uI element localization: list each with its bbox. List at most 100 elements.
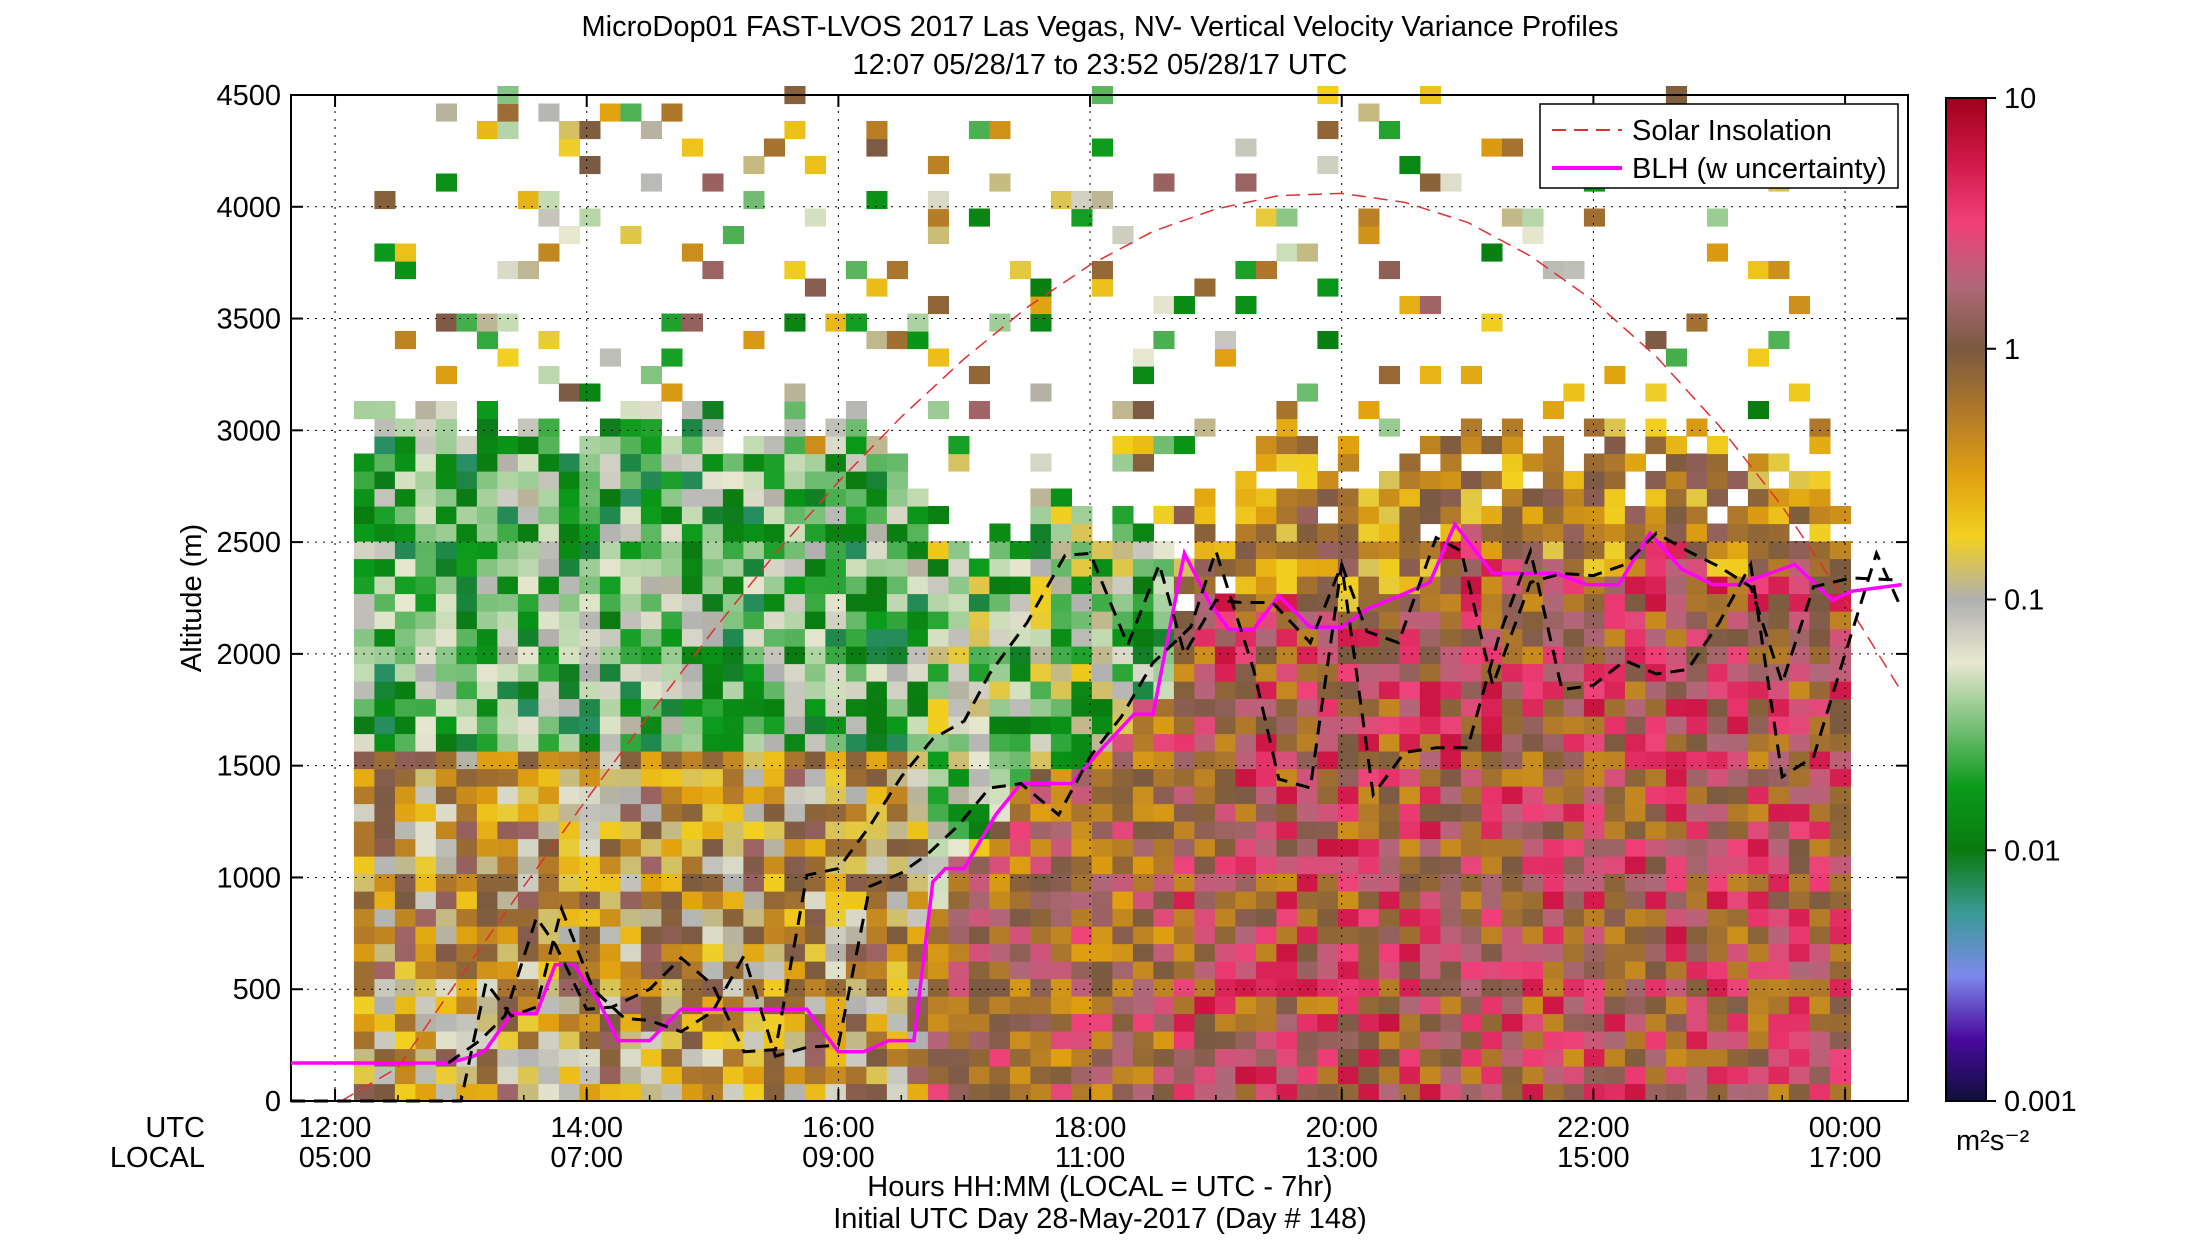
heatmap-cell bbox=[1235, 541, 1257, 560]
heatmap-cell bbox=[579, 453, 601, 472]
heatmap-cell bbox=[1296, 1048, 1318, 1067]
heatmap-cell bbox=[1235, 838, 1257, 857]
heatmap-cell bbox=[1091, 961, 1113, 980]
heatmap-cell bbox=[763, 1083, 785, 1102]
heatmap-cell bbox=[1009, 803, 1031, 822]
heatmap-cell bbox=[1768, 506, 1790, 525]
heatmap-cell bbox=[1296, 541, 1318, 560]
heatmap-cell bbox=[1747, 593, 1769, 612]
heatmap-cell bbox=[1235, 943, 1257, 962]
heatmap-cell bbox=[968, 401, 990, 420]
heatmap-cell bbox=[1132, 663, 1154, 682]
heatmap-cell bbox=[476, 1066, 498, 1085]
heatmap-cell bbox=[804, 996, 826, 1015]
heatmap-cell bbox=[1788, 943, 1810, 962]
heatmap-cell bbox=[722, 1083, 744, 1102]
heatmap-cell bbox=[1706, 716, 1728, 735]
heatmap-cell bbox=[1214, 786, 1236, 805]
heatmap-cell bbox=[1030, 453, 1052, 472]
heatmap-cell bbox=[394, 663, 416, 682]
heatmap-cell bbox=[1604, 471, 1626, 490]
heatmap-cell bbox=[476, 418, 498, 437]
heatmap-cell bbox=[394, 716, 416, 735]
heatmap-cell bbox=[1788, 891, 1810, 910]
heatmap-cell bbox=[1030, 733, 1052, 752]
heatmap-cell bbox=[681, 908, 703, 927]
heatmap-cell bbox=[1337, 1083, 1359, 1102]
heatmap-cell bbox=[1132, 593, 1154, 612]
heatmap-cell bbox=[1645, 786, 1667, 805]
heatmap-cell bbox=[374, 1013, 396, 1032]
heatmap-cell bbox=[1276, 628, 1298, 647]
heatmap-cell bbox=[1747, 926, 1769, 945]
heatmap-cell bbox=[1173, 611, 1195, 630]
heatmap-cell bbox=[476, 646, 498, 665]
heatmap-cell bbox=[1276, 856, 1298, 875]
heatmap-cell bbox=[784, 646, 806, 665]
heatmap-cell bbox=[620, 611, 642, 630]
heatmap-cell bbox=[415, 628, 437, 647]
heatmap-cell bbox=[927, 803, 949, 822]
heatmap-cell bbox=[702, 856, 724, 875]
heatmap-cell bbox=[927, 838, 949, 857]
heatmap-cell bbox=[743, 488, 765, 507]
heatmap-cell bbox=[1030, 926, 1052, 945]
heatmap-cell bbox=[353, 751, 375, 770]
heatmap-cell bbox=[804, 453, 826, 472]
heatmap-cell bbox=[497, 733, 519, 752]
heatmap-cell bbox=[517, 681, 539, 700]
heatmap-cell bbox=[1112, 523, 1134, 542]
heatmap-cell bbox=[476, 803, 498, 822]
heatmap-cell bbox=[1235, 488, 1257, 507]
heatmap-cell bbox=[1091, 1048, 1113, 1067]
heatmap-cell bbox=[1194, 523, 1216, 542]
heatmap-cell bbox=[763, 558, 785, 577]
heatmap-cell bbox=[1645, 611, 1667, 630]
heatmap-cell bbox=[640, 803, 662, 822]
heatmap-cell bbox=[1296, 873, 1318, 892]
heatmap-cell bbox=[1378, 418, 1400, 437]
heatmap-cell bbox=[1460, 593, 1482, 612]
heatmap-cell bbox=[1788, 1083, 1810, 1102]
heatmap-cell bbox=[1604, 1083, 1626, 1102]
heatmap-cell bbox=[517, 733, 539, 752]
heatmap-cell bbox=[1235, 138, 1257, 157]
heatmap-cell bbox=[1563, 471, 1585, 490]
heatmap-cell bbox=[538, 856, 560, 875]
heatmap-cell bbox=[1112, 751, 1134, 770]
heatmap-cell bbox=[476, 856, 498, 875]
heatmap-cell bbox=[1399, 1031, 1421, 1050]
heatmap-cell bbox=[1542, 908, 1564, 927]
heatmap-cell bbox=[599, 611, 621, 630]
heatmap-cell bbox=[1645, 716, 1667, 735]
heatmap-cell bbox=[886, 891, 908, 910]
heatmap-cell bbox=[1194, 646, 1216, 665]
heatmap-cell bbox=[538, 243, 560, 262]
heatmap-cell bbox=[1583, 996, 1605, 1015]
heatmap-cell bbox=[476, 1083, 498, 1102]
heatmap-cell bbox=[1337, 698, 1359, 717]
heatmap-cell bbox=[989, 716, 1011, 735]
heatmap-cell bbox=[1829, 698, 1851, 717]
heatmap-cell bbox=[640, 418, 662, 437]
heatmap-cell bbox=[476, 926, 498, 945]
heatmap-cell bbox=[681, 733, 703, 752]
heatmap-cell bbox=[579, 523, 601, 542]
heatmap-cell bbox=[1317, 156, 1339, 175]
heatmap-cell bbox=[1522, 1013, 1544, 1032]
heatmap-cell bbox=[1358, 103, 1380, 122]
heatmap-cell bbox=[968, 908, 990, 927]
heatmap-cell bbox=[845, 681, 867, 700]
heatmap-cell bbox=[1030, 541, 1052, 560]
heatmap-cell bbox=[353, 733, 375, 752]
heatmap-cell bbox=[1583, 471, 1605, 490]
heatmap-cell bbox=[415, 1066, 437, 1085]
heatmap-cell bbox=[681, 418, 703, 437]
heatmap-cell bbox=[1337, 751, 1359, 770]
heatmap-cell bbox=[825, 821, 847, 840]
heatmap-cell bbox=[374, 838, 396, 857]
heatmap-cell bbox=[353, 663, 375, 682]
heatmap-cell bbox=[1071, 716, 1093, 735]
heatmap-cell bbox=[476, 751, 498, 770]
